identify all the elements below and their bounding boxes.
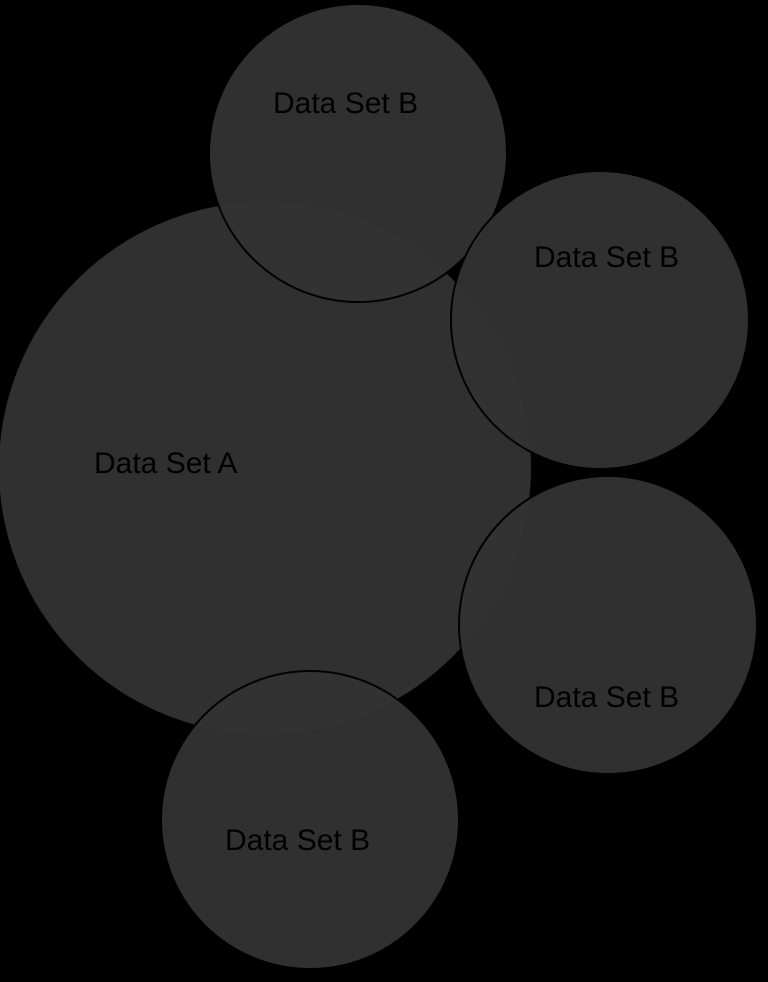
venn-label-b2: Data Set B <box>534 241 679 275</box>
venn-circle-b2 <box>450 170 750 470</box>
venn-circle-b3 <box>458 475 758 775</box>
venn-diagram-canvas: Data Set A Data Set B Data Set B Data Set B… <box>0 0 768 982</box>
venn-label-a: Data Set A <box>94 447 237 481</box>
venn-label-b4: Data Set B <box>225 824 370 858</box>
venn-label-b1: Data Set B <box>273 87 418 121</box>
venn-circle-a <box>0 200 533 736</box>
venn-label-b3: Data Set B <box>534 681 679 715</box>
venn-circle-b4 <box>160 670 460 970</box>
